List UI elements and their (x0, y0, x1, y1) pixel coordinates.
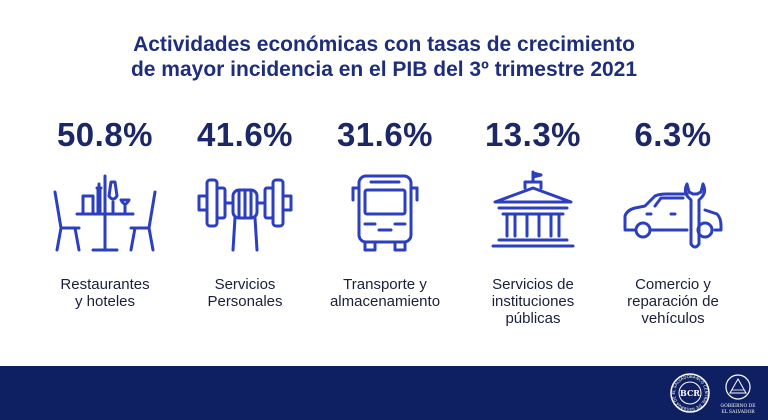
footer-bar: BANCO CENTRAL DE RESERVA DE EL SALVADOR … (0, 366, 768, 420)
gobierno-el-salvador-logo: GOBIERNO DE EL SALVADOR (721, 374, 756, 415)
bcr-letters: BCR (680, 388, 700, 398)
gov-text-line-2: EL SALVADOR (721, 409, 755, 415)
activity-percent: 41.6% (196, 116, 294, 153)
bus-icon (351, 174, 419, 252)
activity-label: Restaurantes y hoteles (60, 276, 150, 310)
activity-percent: 13.3% (484, 116, 582, 153)
activity-percent: 6.3% (634, 116, 712, 153)
activity-transporte: 31.6% Transporte y almacenamiento (310, 116, 460, 310)
activity-percent: 31.6% (336, 116, 434, 153)
bcr-seal-icon: BANCO CENTRAL DE RESERVA DE EL SALVADOR … (670, 373, 710, 413)
activity-label: Servicios Personales (207, 276, 283, 310)
activity-restaurantes: 50.8% Restaurantes y hoteles (30, 116, 180, 310)
gov-text-line-1: GOBIERNO DE (721, 403, 756, 409)
title-line-2: de mayor incidencia en el PIB del 3º tri… (130, 58, 638, 81)
page-title: Actividades económicas con tasas de crec… (0, 32, 768, 82)
activity-label: Comercio y reparación de vehículos (627, 276, 719, 327)
title-line-1: Actividades económicas con tasas de crec… (133, 33, 635, 56)
activity-comercio-vehiculos: 6.3% Comercio y reparación de vehículos (598, 116, 748, 327)
activity-label: Servicios de instituciones públicas (491, 276, 575, 327)
car-wrench-icon (623, 182, 723, 249)
government-building-icon (491, 170, 575, 248)
activity-instituciones-publicas: 13.3% Servicios de instituciones pública… (458, 116, 608, 327)
activity-percent: 50.8% (56, 116, 154, 153)
restaurant-table-icon (53, 174, 157, 252)
activity-servicios-personales: 41.6% Servicios Personales (170, 116, 320, 310)
dumbbell-icon (197, 178, 293, 252)
activity-label: Transporte y almacenamiento (329, 276, 441, 310)
